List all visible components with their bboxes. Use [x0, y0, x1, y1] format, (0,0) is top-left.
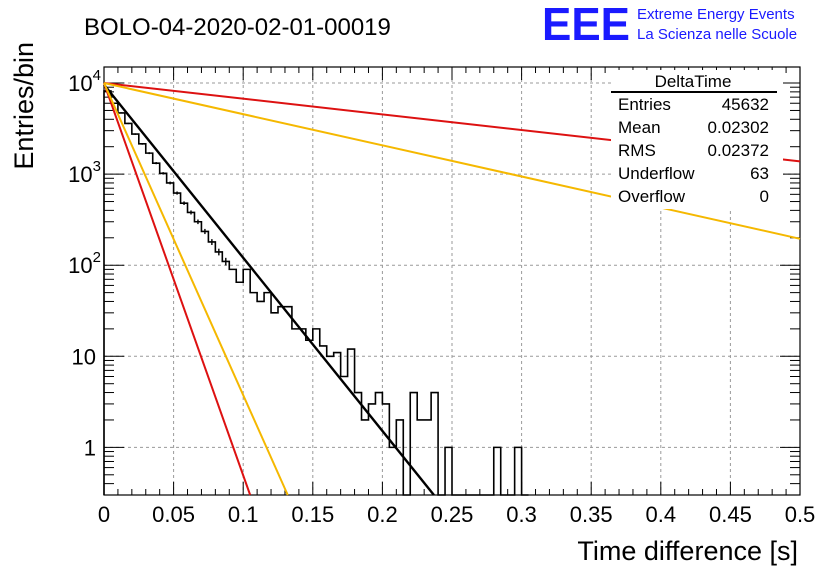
- x-tick-label: 0.15: [291, 502, 334, 527]
- fit-lines: [103, 82, 801, 496]
- statistics-box: DeltaTime Entries 45632 Mean 0.02302 RMS 0.02…: [611, 70, 783, 209]
- y-tick-label: 103: [68, 158, 101, 187]
- y-axis-title: Entries/bin: [9, 42, 39, 170]
- x-axis-title: Time difference [s]: [577, 536, 798, 566]
- eee-logo-line1: Extreme Energy Events: [637, 6, 795, 23]
- fit-line: [103, 83, 435, 496]
- stats-row-value: 0.02302: [708, 118, 769, 137]
- grid-lines: [104, 67, 800, 495]
- eee-logo-line2: La Scienza nelle Scuole: [637, 26, 797, 43]
- fit-line: [103, 82, 801, 240]
- axis-ticks: [103, 67, 801, 496]
- x-tick-labels: 0 0.05 0.1 0.15 0.2 0.25 0.3 0.35 0.4 0.45 0.5: [98, 502, 815, 527]
- x-tick-label: 0.25: [431, 502, 474, 527]
- stats-row-value: 0.02372: [708, 141, 769, 160]
- x-tick-label: 0.45: [709, 502, 752, 527]
- stats-rows: Entries 45632 Mean 0.02302 RMS 0.02372 Underfl…: [618, 95, 769, 206]
- x-tick-label: 0.4: [646, 502, 677, 527]
- x-tick-label: 0.3: [506, 502, 537, 527]
- x-tick-label: 0.5: [785, 502, 816, 527]
- stats-row-label: Overflow: [618, 187, 686, 206]
- stats-title: DeltaTime: [655, 72, 732, 91]
- histogram-outline: [103, 90, 529, 496]
- y-tick-label: 104: [68, 67, 101, 96]
- stats-row-value: 0: [760, 187, 769, 206]
- y-tick-label: 1: [84, 435, 96, 460]
- stats-row-label: Entries: [618, 95, 671, 114]
- stats-row-value: 45632: [722, 95, 769, 114]
- eee-logo-mark: EEE: [542, 0, 630, 50]
- x-tick-label: 0: [98, 502, 110, 527]
- fit-line: [103, 82, 289, 496]
- x-tick-label: 0.35: [570, 502, 613, 527]
- y-tick-labels: 1 10 102 103 104: [68, 67, 101, 460]
- x-tick-label: 0.1: [228, 502, 259, 527]
- stats-row-value: 63: [750, 164, 769, 183]
- chart-title: BOLO-04-2020-02-01-00019: [84, 14, 391, 41]
- stats-row-label: Mean: [618, 118, 661, 137]
- y-tick-label: 102: [68, 249, 101, 278]
- stats-row-label: Underflow: [618, 164, 695, 183]
- x-tick-label: 0.05: [152, 502, 195, 527]
- stats-row-label: RMS: [618, 141, 656, 160]
- fit-line: [103, 82, 252, 496]
- x-tick-label: 0.2: [367, 502, 398, 527]
- eee-logo: EEE Extreme Energy Events La Scienza nel…: [542, 0, 797, 50]
- y-tick-label: 10: [72, 344, 96, 369]
